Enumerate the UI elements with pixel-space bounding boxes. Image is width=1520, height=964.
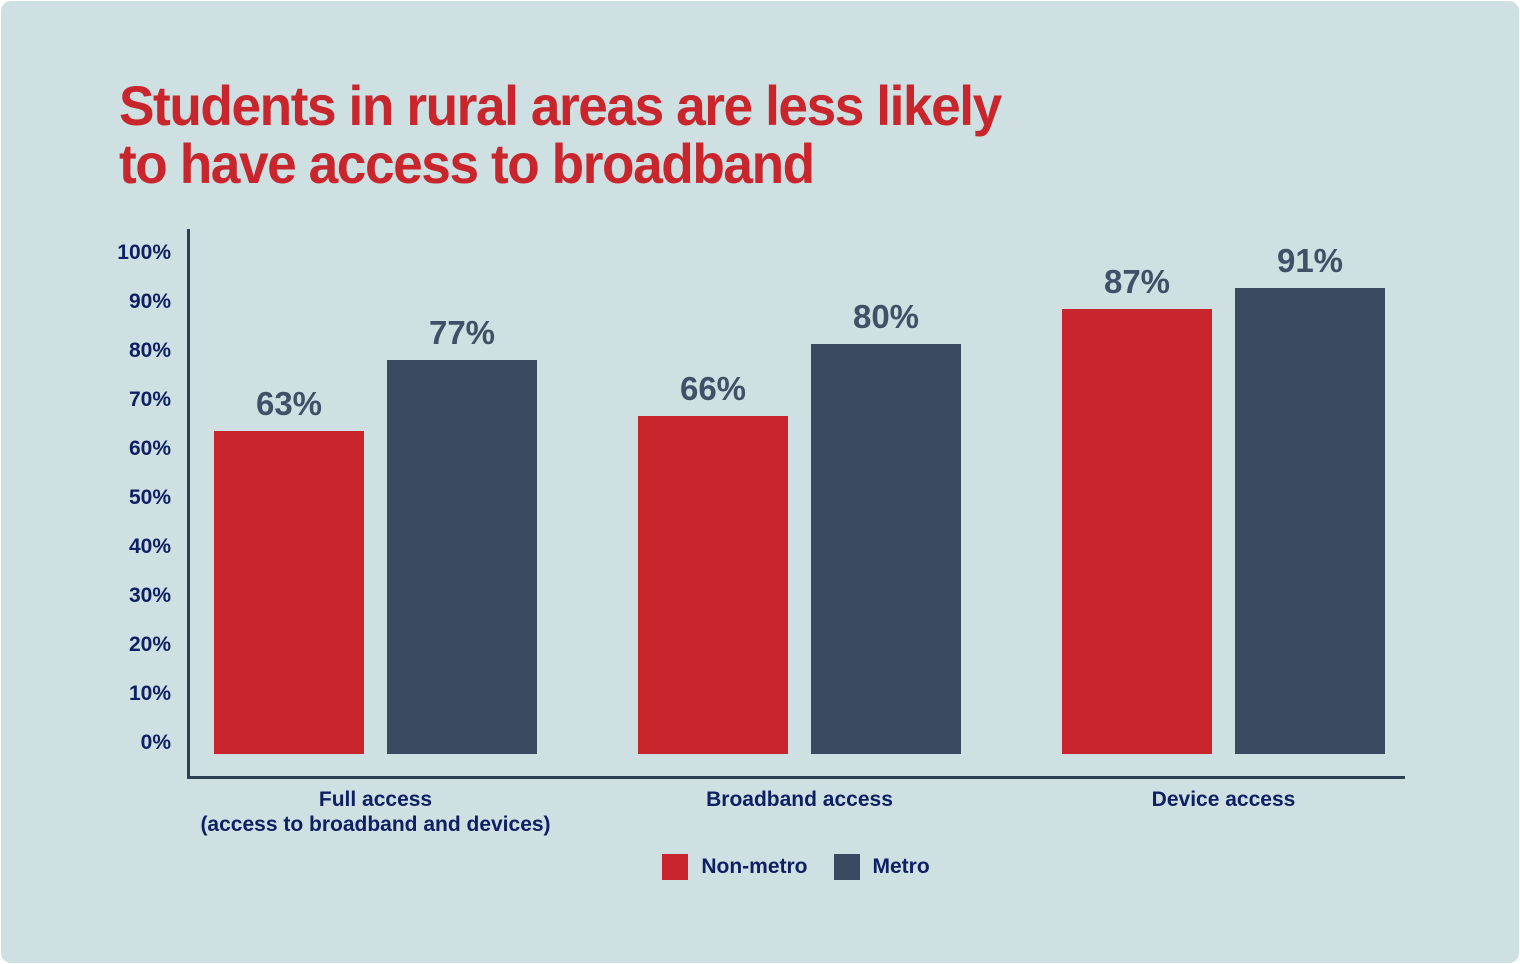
category-label: Full access (access to broadband and devi…	[146, 787, 606, 837]
category-label: Device access	[994, 787, 1454, 812]
legend: Non-metro Metro	[187, 854, 1405, 880]
bar-value-label-metro: 77%	[428, 314, 496, 351]
y-axis-tick-label: 50%	[128, 486, 171, 509]
legend-label-non-metro: Non-metro	[701, 855, 808, 878]
category-label: Broadband access	[570, 787, 1030, 812]
y-axis-tick-label: 80%	[128, 339, 171, 362]
bar-value-label-non-metro: 87%	[1103, 263, 1171, 300]
legend-entry-non-metro: Non-metro	[662, 854, 808, 880]
legend-label-metro: Metro	[872, 855, 930, 878]
x-axis-line	[187, 776, 1405, 779]
bar-non-metro	[1062, 309, 1212, 754]
y-axis-tick-label: 90%	[128, 290, 171, 313]
y-axis-tick-label: 10%	[128, 682, 171, 705]
bar-value-label-non-metro: 63%	[255, 385, 323, 422]
bar-value-label-metro: 80%	[852, 298, 920, 335]
legend-swatch-non-metro	[662, 854, 689, 880]
page-title-line-1: Students in rural areas are less likely	[119, 74, 1002, 137]
y-axis-tick-label: 40%	[128, 535, 171, 558]
page-title: Students in rural areas are less likely …	[119, 74, 1002, 195]
page-title-line-2: to have access to broadband	[119, 132, 815, 195]
bar-metro	[1235, 288, 1385, 754]
category-label-line: Device access	[1151, 788, 1296, 811]
y-axis-tick-label: 60%	[128, 437, 171, 460]
category-label-line: Full access	[318, 788, 433, 811]
legend-swatch-metro	[833, 854, 860, 880]
bar-metro	[387, 360, 537, 754]
legend-entry-metro: Metro	[833, 854, 930, 880]
category-label-line: Broadband access	[706, 788, 893, 811]
bar-non-metro	[638, 416, 788, 754]
category-label-line: (access to broadband and devices)	[200, 813, 551, 836]
bar-value-label-non-metro: 66%	[679, 370, 747, 407]
bar-non-metro	[214, 431, 364, 754]
y-axis-line	[187, 229, 190, 778]
y-axis-tick-label: 70%	[128, 388, 171, 411]
y-axis-tick-label: 20%	[128, 633, 171, 656]
y-axis-tick-label: 30%	[128, 584, 171, 607]
y-axis-tick-label: 100%	[117, 241, 171, 264]
bar-value-label-metro: 91%	[1276, 242, 1344, 279]
y-axis-tick-label: 0%	[140, 731, 171, 754]
bar-metro	[811, 344, 961, 754]
